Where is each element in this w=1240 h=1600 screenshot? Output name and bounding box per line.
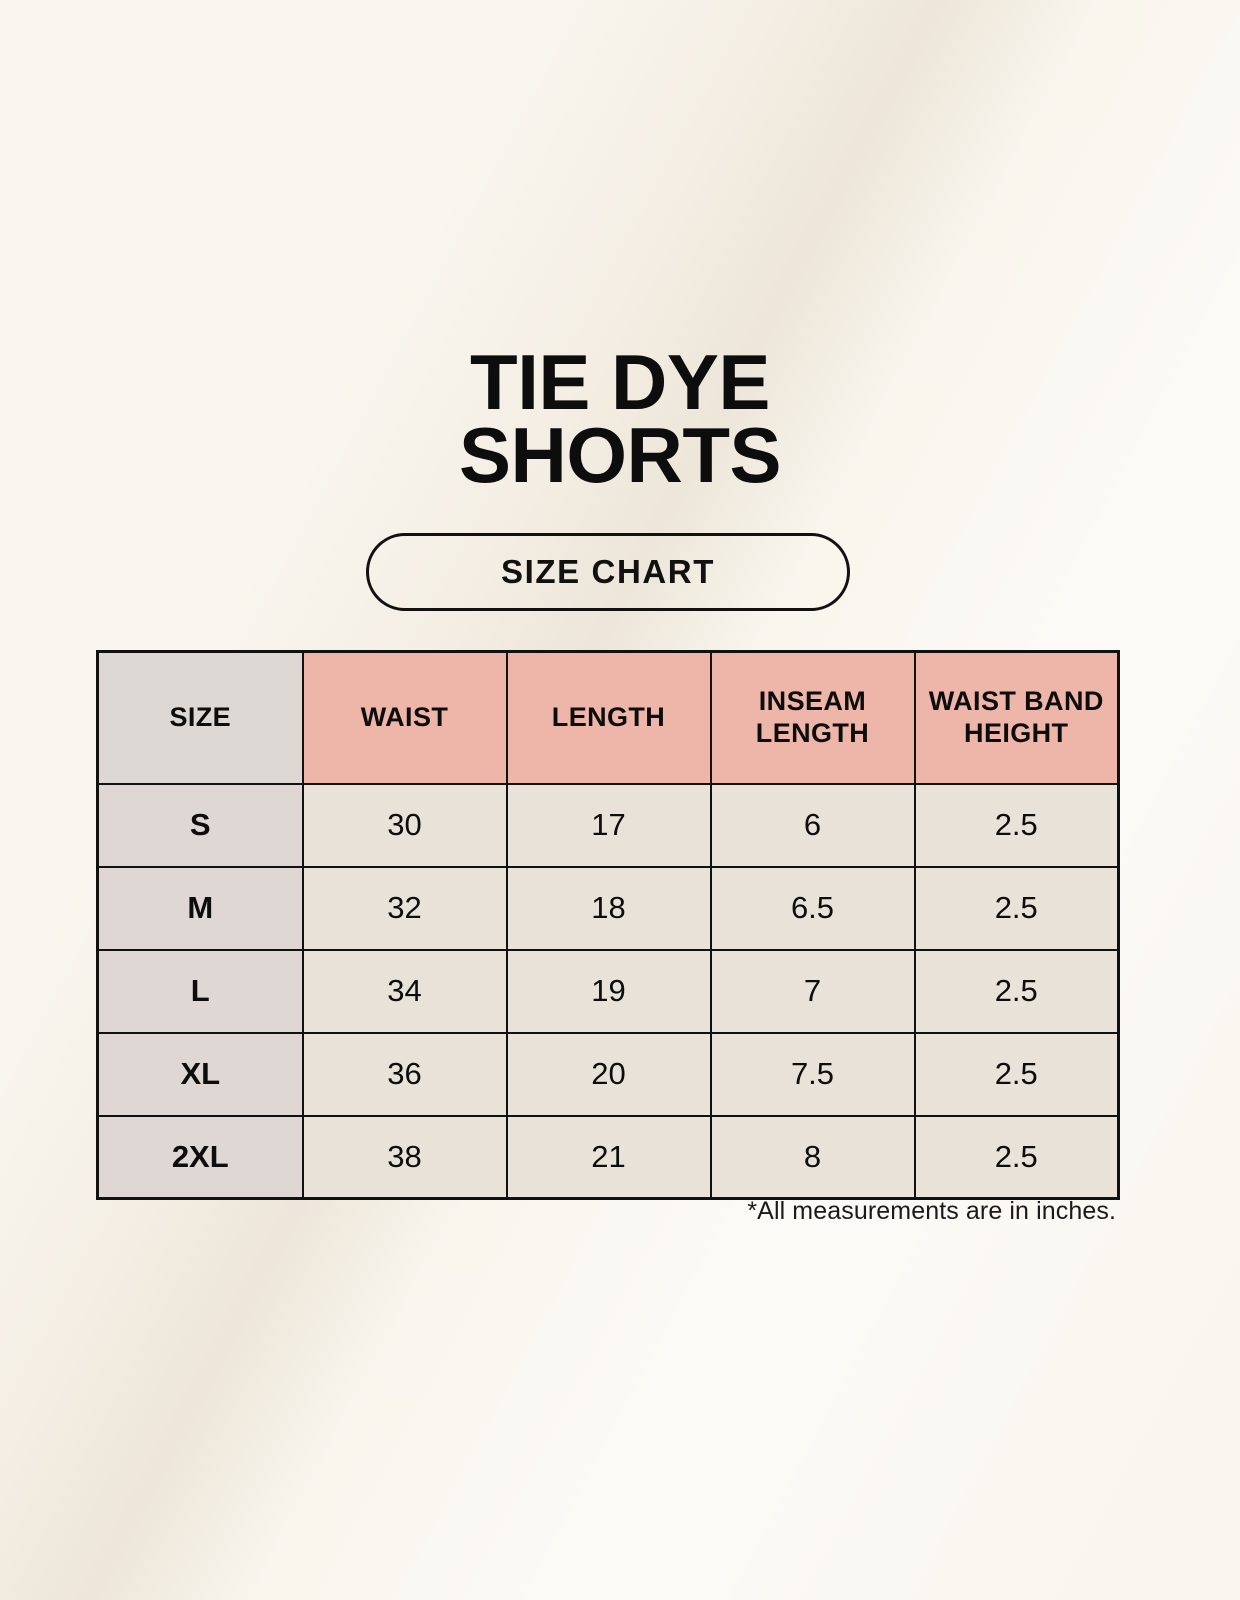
cell-length: 19 xyxy=(505,948,712,1034)
column-header-size: SIZE xyxy=(96,650,304,785)
cell-waist-band-height: 2.5 xyxy=(913,948,1120,1034)
table-row: S 30 17 6 2.5 xyxy=(96,782,1120,868)
cell-waist-band-height: 2.5 xyxy=(913,782,1120,868)
cell-inseam-length: 8 xyxy=(709,1114,916,1200)
cell-size: M xyxy=(96,865,304,951)
cell-inseam-length: 7 xyxy=(709,948,916,1034)
size-chart-badge: SIZE CHART xyxy=(366,533,850,611)
title-line-1: TIE DYE xyxy=(470,338,770,426)
title-line-2: SHORTS xyxy=(458,410,782,499)
table-row: XL 36 20 7.5 2.5 xyxy=(96,1031,1120,1117)
cell-waist: 34 xyxy=(301,948,508,1034)
cell-waist: 36 xyxy=(301,1031,508,1117)
table-header-row: SIZE WAIST LENGTH INSEAM LENGTH WAIST BA… xyxy=(96,650,1120,785)
table-row: 2XL 38 21 8 2.5 xyxy=(96,1114,1120,1200)
cell-inseam-length: 6 xyxy=(709,782,916,868)
size-table-container: SIZE WAIST LENGTH INSEAM LENGTH WAIST BA… xyxy=(96,650,1120,1200)
column-header-inseam-length: INSEAM LENGTH xyxy=(709,650,916,785)
cell-waist: 32 xyxy=(301,865,508,951)
cell-length: 20 xyxy=(505,1031,712,1117)
cell-inseam-length: 6.5 xyxy=(709,865,916,951)
cell-length: 17 xyxy=(505,782,712,868)
size-table: SIZE WAIST LENGTH INSEAM LENGTH WAIST BA… xyxy=(96,650,1120,1200)
table-row: M 32 18 6.5 2.5 xyxy=(96,865,1120,951)
cell-waist: 38 xyxy=(301,1114,508,1200)
cell-waist: 30 xyxy=(301,782,508,868)
cell-size: L xyxy=(96,948,304,1034)
table-body: S 30 17 6 2.5 M 32 18 6.5 2.5 L 34 19 xyxy=(96,782,1120,1200)
column-header-waist: WAIST xyxy=(301,650,508,785)
cell-length: 18 xyxy=(505,865,712,951)
size-chart-badge-label: SIZE CHART xyxy=(501,553,715,590)
page-title: TIE DYE SHORTS xyxy=(0,338,1240,499)
measurements-footnote: *All measurements are in inches. xyxy=(747,1197,1116,1225)
column-header-waist-band-height: WAIST BAND HEIGHT xyxy=(913,650,1120,785)
cell-waist-band-height: 2.5 xyxy=(913,1031,1120,1117)
cell-length: 21 xyxy=(505,1114,712,1200)
cell-size: 2XL xyxy=(96,1114,304,1200)
column-header-length: LENGTH xyxy=(505,650,712,785)
cell-inseam-length: 7.5 xyxy=(709,1031,916,1117)
cell-size: XL xyxy=(96,1031,304,1117)
table-row: L 34 19 7 2.5 xyxy=(96,948,1120,1034)
cell-waist-band-height: 2.5 xyxy=(913,1114,1120,1200)
table-header: SIZE WAIST LENGTH INSEAM LENGTH WAIST BA… xyxy=(96,650,1120,785)
cell-waist-band-height: 2.5 xyxy=(913,865,1120,951)
cell-size: S xyxy=(96,782,304,868)
